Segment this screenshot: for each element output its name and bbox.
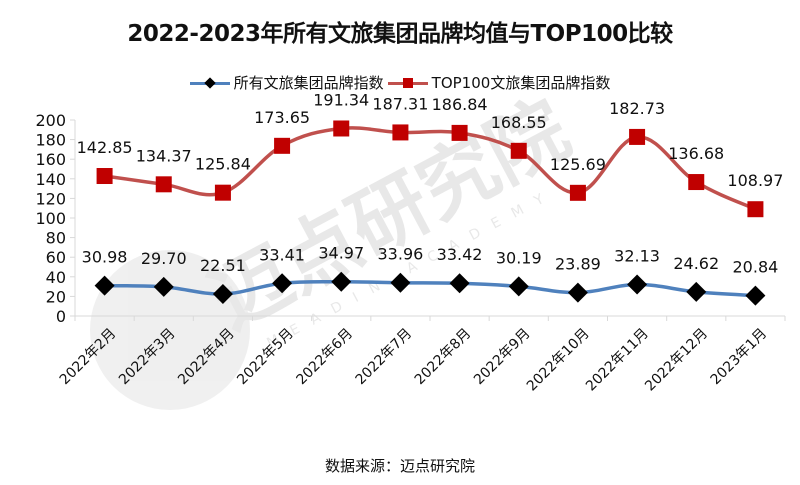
data-label: 134.37: [136, 146, 192, 165]
data-label: 33.41: [259, 245, 305, 264]
diamond-marker-icon: [212, 283, 233, 304]
x-tick-label: 2022年7月: [353, 326, 416, 389]
data-label: 108.97: [727, 171, 783, 190]
legend-label-series1: 所有文旅集团品牌指数: [233, 74, 384, 92]
square-marker-icon: [392, 124, 409, 141]
y-tick-label: 120: [35, 189, 66, 208]
x-tick-label: 2022年8月: [412, 326, 475, 389]
series-series1: 30.98 29.70 22.51 33.41 34.97 33.96 33.42 30.19…: [82, 244, 779, 306]
y-tick-label: 60: [46, 248, 66, 267]
data-label: 22.51: [200, 256, 246, 275]
legend-label-series2: TOP100文旅集团品牌指数: [431, 74, 611, 92]
y-tick-label: 80: [46, 229, 66, 248]
data-label: 186.84: [432, 95, 488, 114]
y-tick-label: 140: [35, 170, 66, 189]
diamond-marker-icon: [567, 282, 588, 303]
data-label: 182.73: [609, 99, 665, 118]
square-marker-icon: [451, 124, 468, 141]
x-tick-label: 2022年11月: [583, 326, 652, 395]
square-marker-icon: [510, 142, 527, 159]
x-tick-label: 2022年10月: [524, 326, 593, 395]
chart-title: 2022-2023年所有文旅集团品牌均值与TOP100比较: [127, 21, 673, 47]
y-tick-label: 20: [46, 287, 66, 306]
diamond-marker-icon: [390, 272, 411, 293]
diamond-marker-icon: [272, 273, 293, 294]
legend-swatch-series2: [387, 77, 428, 89]
data-label: 136.68: [668, 144, 724, 163]
diamond-marker-icon: [686, 281, 707, 302]
data-label: 173.65: [254, 108, 310, 127]
diamond-marker-icon: [508, 276, 529, 297]
y-tick-label: 200: [35, 111, 66, 130]
x-tick-label: 2022年12月: [642, 326, 711, 395]
data-label: 30.19: [496, 248, 542, 267]
diamond-marker-icon: [449, 273, 470, 294]
diamond-marker-icon: [153, 276, 174, 297]
square-marker-icon: [274, 137, 291, 154]
diamond-marker-icon: [627, 274, 648, 295]
source-note: 数据来源：迈点研究院: [324, 457, 475, 475]
square-marker-icon: [155, 176, 172, 193]
diamond-marker-icon: [745, 285, 766, 306]
data-label: 23.89: [555, 255, 601, 274]
x-tick-label: 2022年9月: [471, 326, 534, 389]
legend-item-series2: TOP100文旅集团品牌指数: [387, 72, 611, 93]
x-tick-label: 2023年1月: [708, 326, 771, 389]
y-tick-label: 0: [56, 307, 66, 326]
data-label: 24.62: [673, 254, 719, 273]
data-label: 33.96: [378, 245, 424, 264]
y-tick-label: 180: [35, 131, 66, 150]
square-marker-icon: [402, 77, 413, 88]
data-label: 191.34: [313, 90, 369, 109]
data-label: 125.69: [550, 155, 606, 174]
y-tick-label: 100: [35, 209, 66, 228]
data-label: 168.55: [491, 113, 547, 132]
y-tick-label: 160: [35, 150, 66, 169]
data-label: 30.98: [82, 248, 128, 267]
data-label: 125.84: [195, 155, 251, 174]
square-marker-icon: [333, 120, 350, 137]
legend-swatch-series1: [189, 76, 230, 89]
y-tick-label: 40: [46, 268, 66, 287]
data-label: 20.84: [733, 258, 779, 277]
square-marker-icon: [629, 128, 646, 145]
data-label: 29.70: [141, 249, 187, 268]
legend-item-series1: 所有文旅集团品牌指数: [189, 72, 384, 93]
diamond-marker-icon: [94, 275, 115, 296]
data-label: 32.13: [614, 247, 660, 266]
square-marker-icon: [688, 174, 705, 191]
diamond-marker-icon: [331, 271, 352, 292]
square-marker-icon: [214, 184, 231, 201]
data-label: 142.85: [77, 138, 133, 157]
data-label: 187.31: [372, 94, 428, 113]
square-marker-icon: [569, 184, 586, 201]
square-marker-icon: [747, 201, 764, 218]
square-marker-icon: [96, 168, 113, 185]
legend: 所有文旅集团品牌指数 TOP100文旅集团品牌指数: [0, 72, 800, 93]
data-label: 33.42: [437, 245, 483, 264]
data-label: 34.97: [318, 244, 364, 263]
